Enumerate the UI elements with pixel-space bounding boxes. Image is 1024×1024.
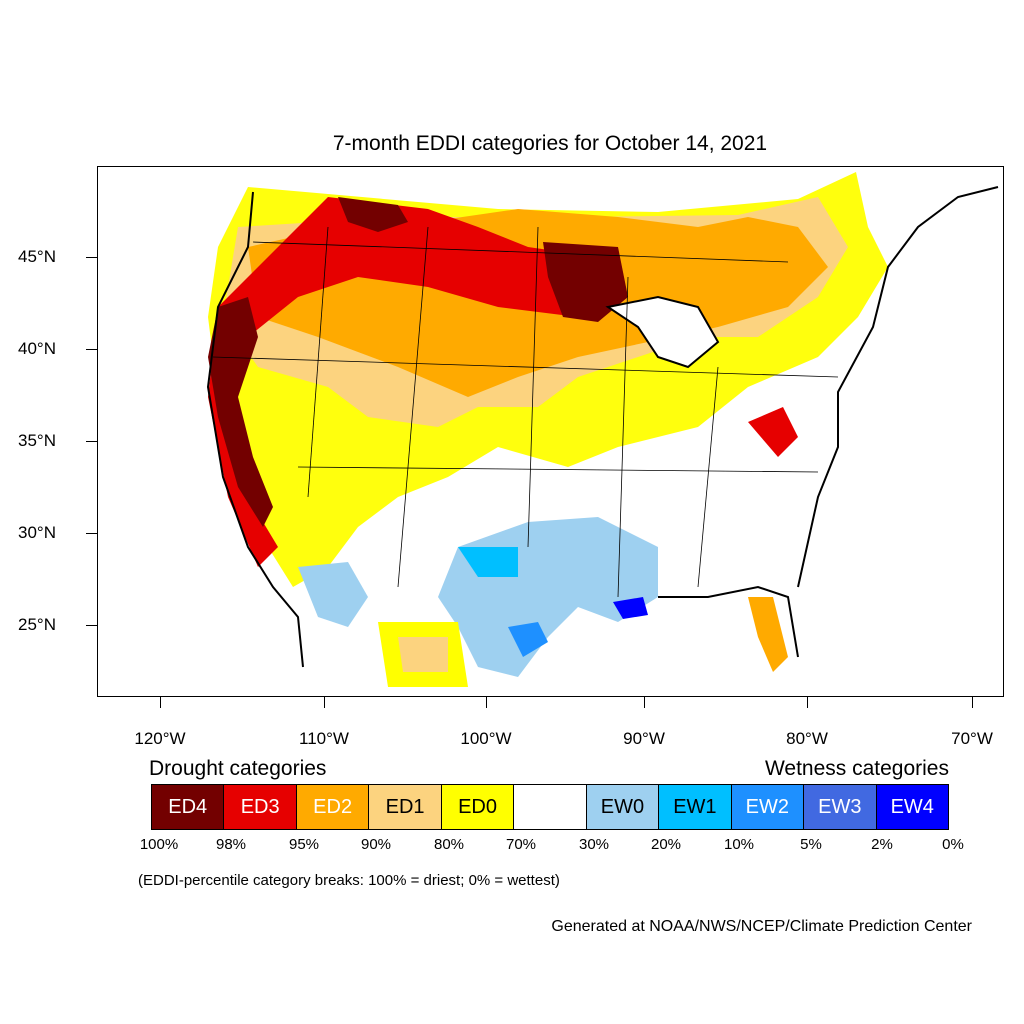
- legend-box-ed1: ED1: [369, 785, 442, 829]
- pct-label-98: 98%: [215, 836, 247, 853]
- ed1-region-mexico: [398, 637, 448, 672]
- pct-label-10: 10%: [723, 836, 755, 853]
- state-borders: [212, 226, 839, 598]
- legend-label-ed4: ED4: [168, 795, 208, 818]
- legend-box-ew1: EW1: [659, 785, 732, 829]
- lon-label-80w: 80°W: [786, 729, 828, 748]
- lat-tick-25: [86, 625, 97, 626]
- legend-label-ed3: ED3: [240, 795, 280, 818]
- lat-label-30: 30°N: [18, 523, 56, 542]
- wetness-categories-title: Wetness categories: [764, 757, 949, 780]
- ed4-region-west: [208, 297, 273, 527]
- lon-label-100w: 100°W: [460, 729, 512, 748]
- pct-label-30: 30%: [578, 836, 610, 853]
- lat-tick-35: [86, 441, 97, 442]
- ew1-region: [458, 547, 518, 577]
- category-legend: ED4 ED3 ED2 ED1 ED0 EW0 EW1 EW2 EW3 EW4: [151, 784, 949, 830]
- coastline: [206, 186, 999, 668]
- legend-label-ed1: ED1: [385, 795, 425, 818]
- legend-box-neutral: [514, 785, 587, 829]
- legend-label-ed2: ED2: [313, 795, 353, 818]
- florida: [748, 597, 788, 672]
- legend-label-ew4: EW4: [890, 795, 934, 818]
- lon-tick-100w: [486, 697, 487, 708]
- lon-tick-90w: [644, 697, 645, 708]
- legend-box-ew4: EW4: [876, 785, 948, 829]
- legend-label-ew1: EW1: [673, 795, 717, 818]
- lon-label-90w: 90°W: [623, 729, 665, 748]
- legend-box-ew2: EW2: [731, 785, 805, 829]
- pct-label-2: 2%: [871, 836, 893, 853]
- lat-tick-30: [86, 533, 97, 534]
- lat-label-40: 40°N: [18, 339, 56, 358]
- lat-tick-45: [86, 257, 97, 258]
- great-lakes: [605, 295, 720, 369]
- eddi-map-drawing: [206, 172, 999, 687]
- legend-label-ew2: EW2: [745, 795, 790, 818]
- legend-box-ew0: EW0: [586, 785, 660, 829]
- lon-tick-80w: [807, 697, 808, 708]
- credit-line: Generated at NOAA/NWS/NCEP/Climate Predi…: [551, 918, 972, 935]
- lon-label-70w: 70°W: [951, 729, 993, 748]
- ed3-region: [208, 197, 618, 567]
- eddi-map: [97, 166, 1004, 697]
- drought-categories-title: Drought categories: [149, 757, 327, 780]
- pct-label-0: 0%: [942, 836, 964, 853]
- lat-tick-40: [86, 349, 97, 350]
- legend-box-ed4: ED4: [152, 785, 225, 829]
- legend-box-ed3: ED3: [224, 785, 297, 829]
- lat-label-45: 45°N: [18, 247, 56, 266]
- ed4-region-mn: [543, 242, 628, 322]
- lon-tick-110w: [324, 697, 325, 708]
- legend-box-ew3: EW3: [804, 785, 877, 829]
- legend-box-ed0: ED0: [441, 785, 515, 829]
- lat-label-35: 35°N: [18, 431, 56, 450]
- ed3-region-se: [748, 407, 798, 457]
- pct-label-90: 90%: [360, 836, 392, 853]
- lon-tick-120w: [160, 697, 161, 708]
- lon-tick-70w: [972, 697, 973, 708]
- lat-label-25: 25°N: [18, 615, 56, 634]
- pct-label-5: 5%: [800, 836, 822, 853]
- pct-label-70: 70%: [505, 836, 537, 853]
- legend-label-ew0: EW0: [600, 795, 645, 818]
- map-title: 7-month EDDI categories for October 14, …: [332, 132, 768, 155]
- ed4-region-north: [338, 197, 408, 232]
- ew0-region-west: [298, 562, 368, 627]
- pct-label-100: 100%: [139, 836, 179, 853]
- lon-label-120w: 120°W: [134, 729, 186, 748]
- lon-label-110w: 110°W: [299, 729, 349, 748]
- ew2-region: [508, 622, 548, 657]
- pct-label-80: 80%: [433, 836, 465, 853]
- legend-box-ed2: ED2: [296, 785, 370, 829]
- pct-label-20: 20%: [650, 836, 682, 853]
- pct-label-95: 95%: [288, 836, 320, 853]
- legend-label-ed0: ED0: [458, 795, 497, 818]
- ew4-region: [613, 597, 648, 619]
- category-breaks-note: (EDDI-percentile category breaks: 100% =…: [138, 872, 560, 889]
- legend-label-ew3: EW3: [818, 795, 862, 818]
